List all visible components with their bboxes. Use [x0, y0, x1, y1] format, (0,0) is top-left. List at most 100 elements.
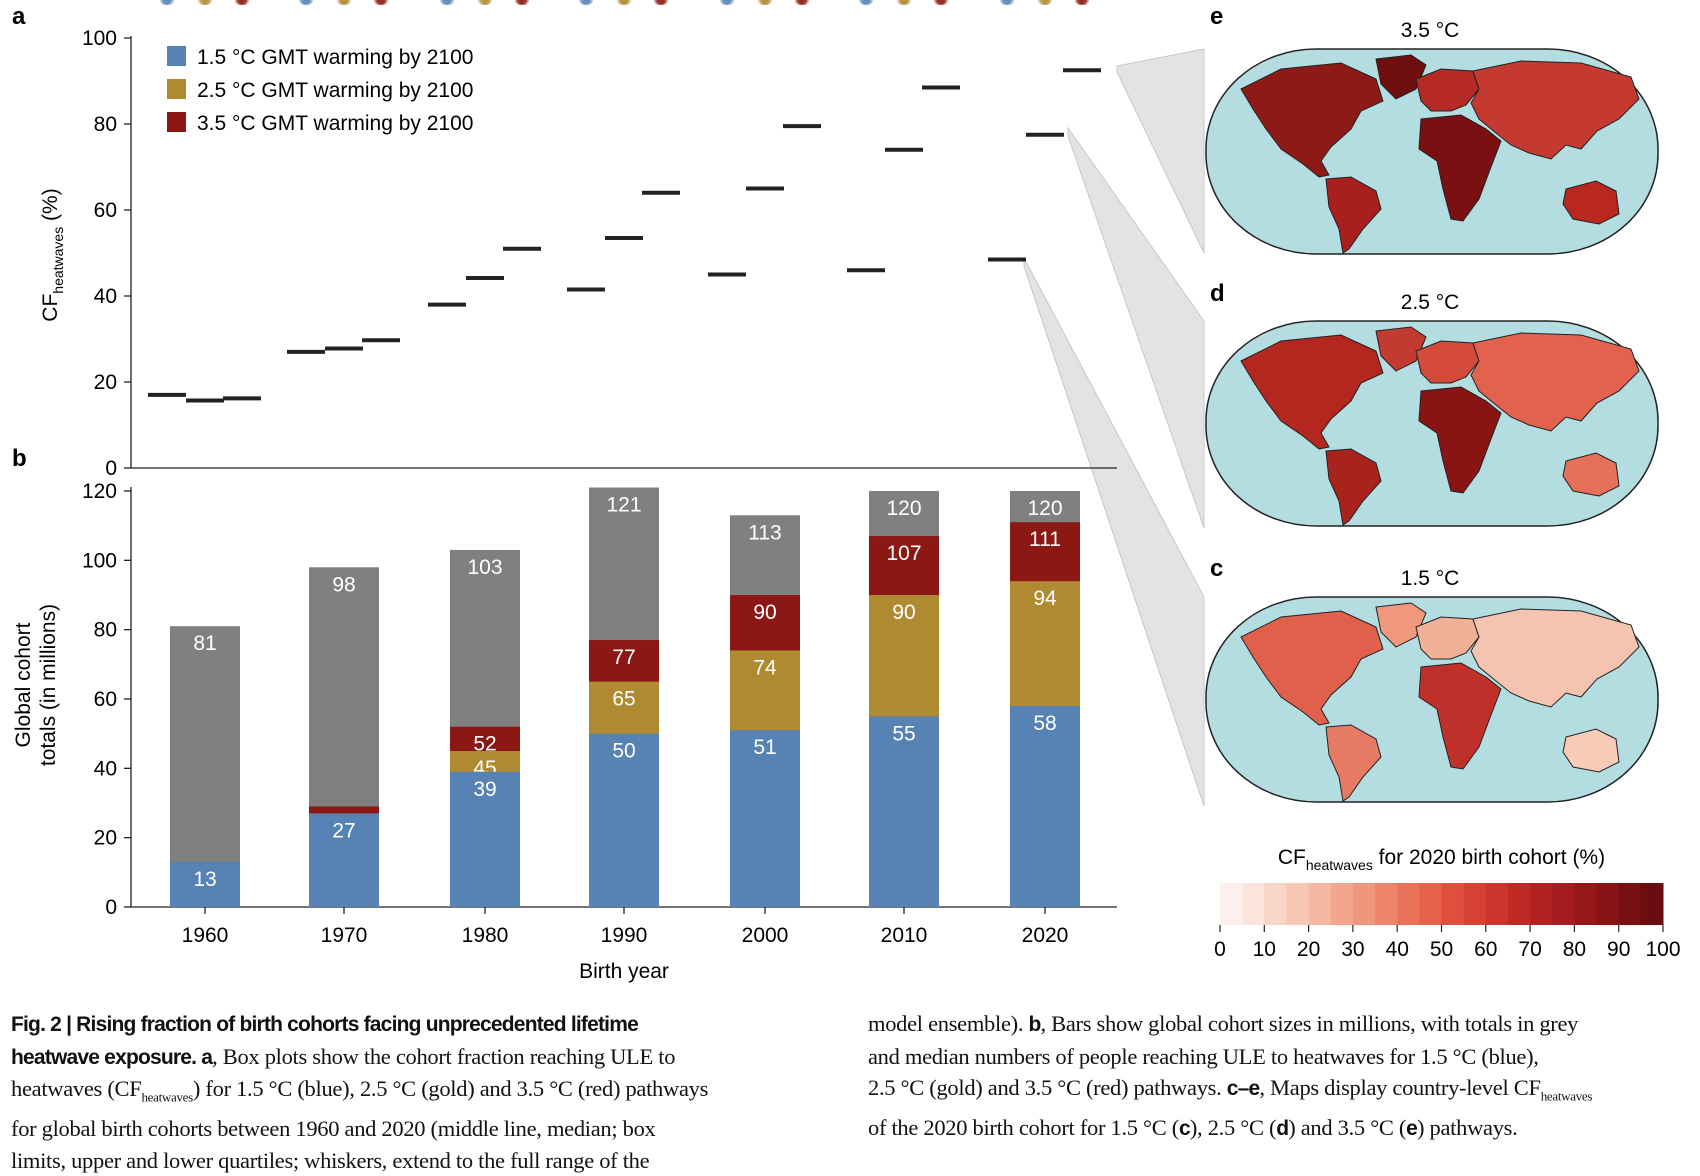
y-axis-label-a: CFheatwaves (%): [39, 188, 66, 321]
caption-line: heatwaves (CFheatwaves) for 1.5 °C (blue…: [11, 1073, 708, 1113]
model-point: [303, 0, 313, 5]
colorbar-title: CFheatwaves for 2020 birth cohort (%): [1278, 846, 1605, 873]
max-point: [301, 0, 311, 5]
min-point: [656, 0, 666, 5]
country-region-as: [1470, 608, 1640, 708]
colorbar-tick-label: 80: [1563, 938, 1586, 961]
colorbar-step: [1507, 883, 1531, 925]
bar-15C-2000: [730, 730, 800, 907]
model-point: [799, 0, 809, 5]
zoom-connector: [1067, 126, 1205, 529]
model-point: [444, 0, 454, 5]
colorbar-step: [1552, 883, 1575, 925]
model-point: [164, 0, 174, 5]
max-point: [899, 0, 909, 5]
y-tick-label-a: 20: [94, 371, 117, 394]
map-e: [1205, 48, 1659, 255]
country-region-as: [1470, 332, 1640, 432]
min-point: [339, 0, 349, 5]
x-tick-label: 2000: [742, 924, 789, 947]
bar-label: 51: [753, 736, 776, 759]
bar-label: 27: [332, 819, 355, 842]
caption-line: and median numbers of people reaching UL…: [868, 1043, 1539, 1069]
model-point: [1075, 0, 1085, 5]
x-tick-label: 2020: [1022, 924, 1069, 947]
min-point: [517, 0, 527, 5]
zoom-connector: [1116, 48, 1205, 254]
colorbar-step: [1397, 883, 1420, 925]
caption-bold: b: [1028, 1013, 1041, 1036]
y-tick-label-b: 20: [94, 827, 117, 850]
caption-text: , Box plots show the cohort fraction rea…: [212, 1043, 676, 1069]
country-region-af: [1418, 662, 1502, 770]
max-point: [376, 0, 386, 5]
colorbar-tick-label: 90: [1607, 938, 1630, 961]
legend-swatch: [167, 112, 186, 132]
caption-line: of the 2020 birth cohort for 1.5 °C (c),…: [868, 1112, 1592, 1145]
caption-line: for global birth cohorts between 1960 an…: [11, 1116, 656, 1142]
bar-15C-1990: [589, 733, 659, 907]
bar-label: 90: [892, 601, 915, 624]
bar-label: 120: [886, 497, 921, 520]
bar-label: 65: [612, 688, 635, 711]
y-tick-label-b: 100: [82, 549, 117, 572]
model-point: [758, 0, 768, 5]
min-point: [581, 0, 591, 5]
country-region-na: [1240, 610, 1384, 726]
y-tick-label-a: 60: [94, 199, 117, 222]
panel-label-c: c: [1210, 555, 1223, 582]
bar-label: 52: [473, 733, 496, 756]
y-label-subscript: heatwaves: [50, 227, 66, 294]
min-point: [619, 0, 629, 5]
bar-label: 81: [193, 632, 216, 655]
map-c: [1205, 596, 1659, 803]
country-region-af: [1418, 114, 1502, 222]
max-point: [760, 0, 770, 5]
max-point: [162, 0, 172, 5]
caption-title: Fig. 2 | Rising fraction of birth cohort…: [11, 1013, 639, 1036]
colorbar-step: [1574, 883, 1598, 925]
caption-subscript: heatwaves: [1540, 1088, 1593, 1104]
bar-label: 111: [1029, 528, 1061, 551]
y-label-unit: (%): [39, 188, 62, 227]
model-point: [863, 0, 873, 5]
model-point: [378, 0, 388, 5]
min-point: [722, 0, 732, 5]
country-region-na: [1240, 62, 1384, 178]
max-point: [1040, 0, 1050, 5]
bar-total-1960: [170, 626, 240, 907]
model-point: [720, 0, 730, 5]
bar-label: 77: [612, 646, 635, 669]
caption-text: , Maps display country-level CF: [1259, 1075, 1541, 1101]
colorbar-step: [1463, 883, 1487, 925]
model-point: [901, 0, 911, 5]
model-point: [515, 0, 525, 5]
min-point: [376, 0, 386, 5]
y-tick-label-b: 80: [94, 619, 117, 642]
x-tick-label: 1960: [182, 924, 229, 947]
colorbar-tick-label: 0: [1214, 938, 1226, 961]
caption-subscript: heatwaves: [141, 1089, 193, 1105]
bar-15C-1980: [450, 771, 520, 907]
model-point: [1042, 0, 1052, 5]
colorbar-tick-label: 10: [1253, 938, 1276, 961]
max-point: [442, 0, 452, 5]
max-point: [237, 0, 247, 5]
max-point: [861, 0, 871, 5]
bar-label: 39: [473, 778, 496, 801]
colorbar-tick-label: 40: [1386, 938, 1409, 961]
min-point: [936, 0, 946, 5]
max-point: [619, 0, 629, 5]
colorbar-step: [1618, 883, 1642, 925]
country-region-as: [1470, 60, 1640, 160]
y-axis-label-b-line1: Global cohort: [12, 622, 35, 747]
model-point: [440, 0, 450, 5]
caption-text: ), 2.5 °C (: [1189, 1115, 1277, 1141]
min-point: [237, 0, 247, 5]
model-point: [654, 0, 664, 5]
bar-label: 50: [612, 740, 635, 763]
bar-label: 121: [606, 494, 641, 517]
caption-left-column: Fig. 2 | Rising fraction of birth cohort…: [11, 1008, 708, 1176]
colorbar-step: [1441, 883, 1465, 925]
caption-bold: c–e: [1226, 1077, 1260, 1101]
